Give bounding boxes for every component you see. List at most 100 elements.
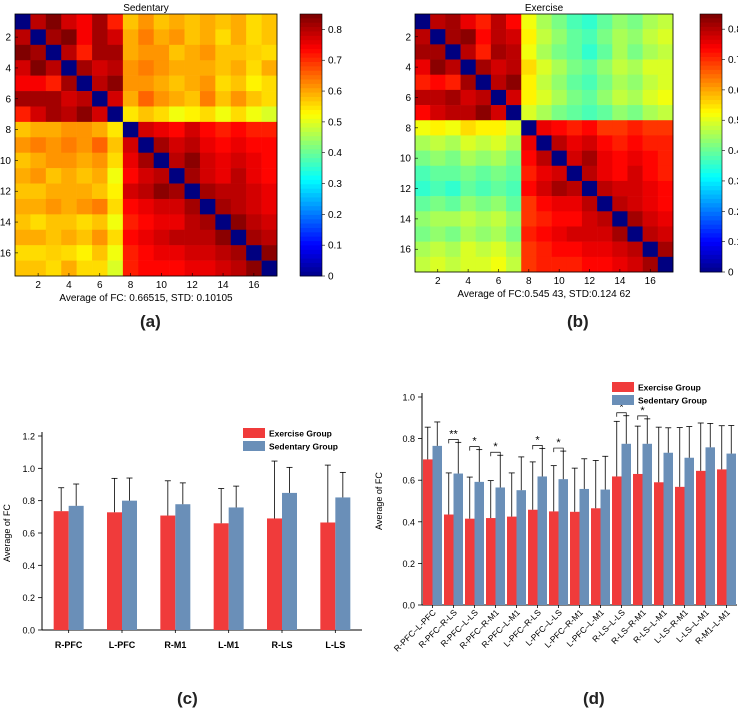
heatmap-cell — [627, 29, 643, 45]
bar-exercise — [213, 523, 229, 630]
heatmap-cell — [30, 44, 47, 61]
heatmap-cell — [122, 29, 139, 46]
heatmap-cell — [92, 14, 108, 30]
colorbar-segment — [300, 27, 322, 32]
bar-exercise — [423, 459, 433, 605]
heatmap-cell — [122, 229, 139, 246]
heatmap-cell — [246, 106, 262, 123]
heatmap-cell — [169, 106, 185, 123]
legend-swatch — [243, 441, 265, 451]
heatmap-cell — [261, 229, 278, 246]
heatmap-cell — [184, 214, 201, 231]
heatmap-x-tick-label: 14 — [614, 276, 626, 287]
heatmap-cell — [460, 44, 477, 60]
bar-sedentary — [495, 487, 505, 605]
y-axis-label: Average of FC — [374, 472, 384, 530]
bar-sedentary — [432, 445, 442, 605]
y-tick-label: 1.0 — [402, 393, 415, 403]
heatmap-cell — [138, 75, 155, 92]
heatmap-cell — [153, 60, 170, 76]
heatmap-cell — [15, 152, 31, 169]
heatmap-cell — [597, 165, 613, 182]
colorbar-segment — [300, 249, 322, 255]
heatmap-cell — [184, 91, 201, 107]
heatmap-cell — [612, 196, 628, 212]
heatmap-cell — [138, 245, 155, 261]
colorbar-tick-label: 0.3 — [728, 176, 738, 187]
colorbar-segment — [300, 188, 322, 194]
colorbar-segment — [700, 82, 722, 88]
heatmap-cell — [612, 74, 628, 91]
colorbar-tick-label: 0.2 — [328, 210, 342, 221]
heatmap-cell — [61, 121, 77, 138]
heatmap-cell — [199, 75, 216, 92]
heatmap-cell — [581, 241, 598, 258]
heatmap-cell — [30, 183, 47, 200]
bar-sedentary — [600, 489, 610, 605]
colorbar-segment — [300, 31, 322, 37]
heatmap-cell — [445, 256, 461, 273]
heatmap-cell — [612, 135, 628, 151]
heatmap-cell — [490, 256, 507, 273]
heatmap-cell — [215, 183, 232, 200]
colorbar-segment — [300, 18, 322, 24]
heatmap-cell — [122, 137, 139, 154]
heatmap-cell — [199, 106, 216, 123]
colorbar-segment — [300, 66, 322, 72]
colorbar-segment — [300, 14, 322, 19]
bar-sedentary — [228, 507, 244, 630]
colorbar-segment — [300, 70, 322, 76]
heatmap-cell — [506, 211, 522, 227]
heatmap-cell — [506, 165, 522, 182]
heatmap-cell — [460, 165, 477, 182]
heatmap-cell — [536, 180, 552, 197]
heatmap-cell — [215, 60, 232, 76]
heatmap-cell — [261, 245, 278, 261]
heatmap-cell — [566, 256, 583, 273]
heatmap-cell — [627, 226, 643, 242]
heatmap-cell — [521, 211, 537, 227]
heatmap-cell — [107, 60, 124, 76]
heatmap-cell — [581, 196, 598, 212]
heatmap-cell — [551, 165, 568, 182]
heatmap-cell — [246, 168, 262, 184]
bar-exercise — [570, 511, 580, 605]
heatmap-cell — [122, 106, 139, 123]
bar-exercise — [591, 508, 601, 605]
significance-marker: * — [472, 436, 477, 448]
heatmap-cell — [199, 229, 216, 246]
heatmap-cell — [153, 214, 170, 231]
heatmap-cell — [107, 168, 124, 184]
heatmap-cell — [261, 29, 278, 46]
colorbar-segment — [700, 31, 722, 36]
heatmap-cell — [521, 105, 537, 121]
legend-swatch — [612, 395, 634, 405]
heatmap-cell — [566, 105, 583, 121]
heatmap-cell — [597, 120, 613, 136]
heatmap-cell — [581, 59, 598, 76]
heatmap-cell — [490, 226, 507, 242]
heatmap-cell — [521, 180, 537, 197]
heatmap-cell — [122, 168, 139, 184]
colorbar-segment — [700, 211, 722, 217]
heatmap-cell — [581, 89, 598, 106]
colorbar-tick-label: 0.4 — [728, 146, 738, 157]
x-tick-label: L-M1 — [218, 640, 239, 650]
heatmap-cell — [76, 183, 93, 200]
bar-sedentary — [579, 488, 589, 605]
bar-exercise — [107, 512, 122, 630]
heatmap-title: Sedentary — [123, 3, 169, 14]
heatmap-cell — [415, 120, 431, 136]
heatmap-cell — [215, 137, 232, 154]
heatmap-cell — [153, 229, 170, 246]
colorbar-segment — [700, 138, 722, 144]
heatmap-cell — [475, 226, 492, 242]
bar-exercise — [633, 473, 643, 605]
heatmap-x-tick-label: 6 — [97, 280, 103, 291]
colorbar-tick-label: 0.4 — [328, 148, 342, 159]
colorbar-segment — [300, 262, 322, 268]
heatmap-cell — [30, 106, 47, 123]
heatmap-cell — [551, 196, 568, 212]
significance-marker: * — [640, 405, 645, 417]
